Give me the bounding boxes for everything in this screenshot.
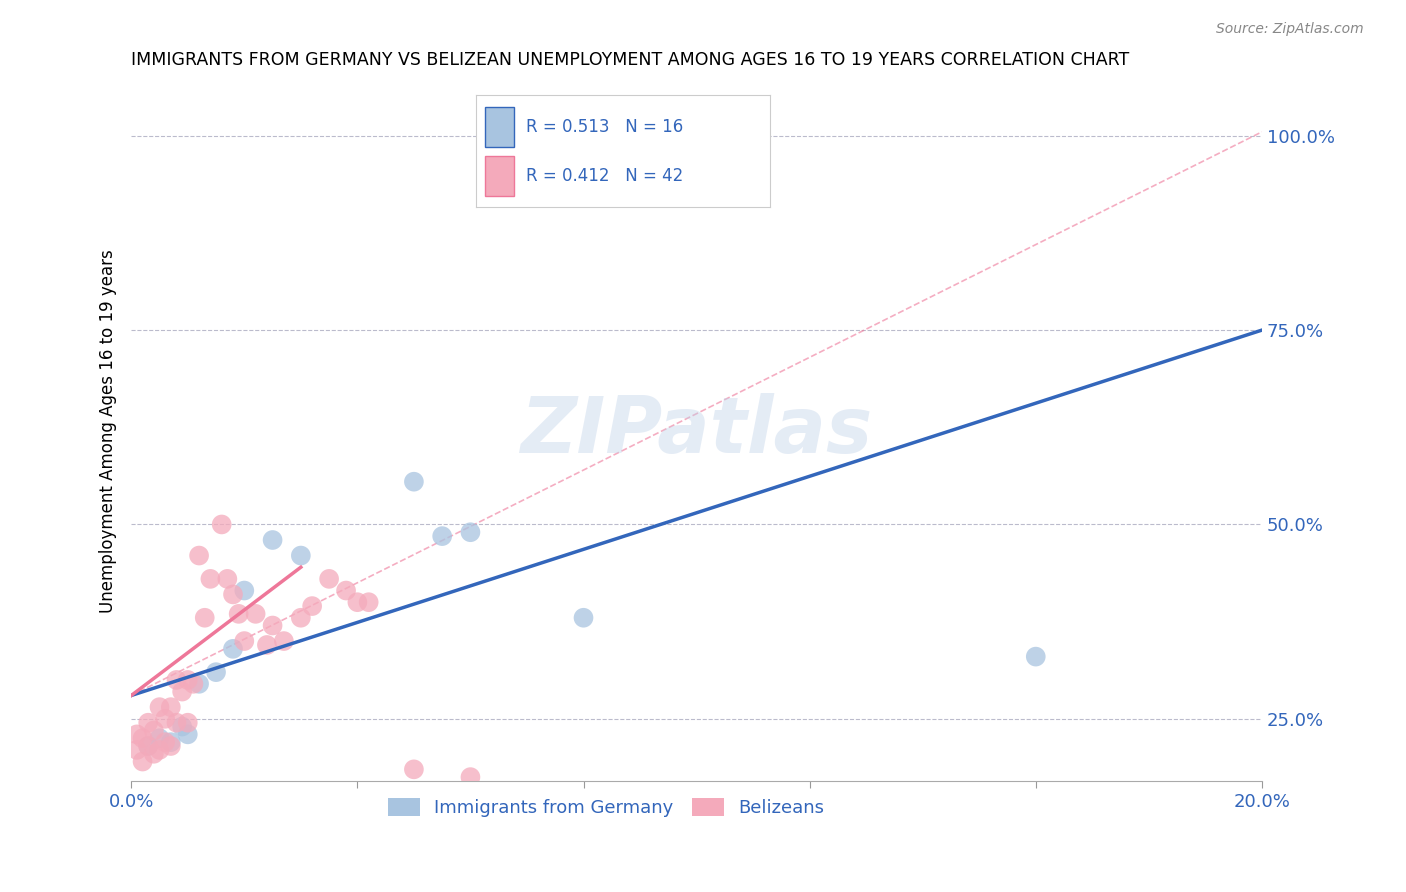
Point [148, 731, 170, 746]
Point [125, 743, 148, 757]
Point [460, 525, 482, 540]
Point [172, 720, 194, 734]
Point [855, 816, 877, 830]
Point [177, 673, 200, 687]
Point [600, 797, 623, 812]
Point [131, 755, 153, 769]
Point [159, 739, 181, 753]
Point [460, 770, 482, 784]
Point [233, 583, 256, 598]
Point [125, 727, 148, 741]
Point [177, 727, 200, 741]
Point [245, 607, 267, 621]
Point [290, 549, 312, 563]
Point [136, 715, 159, 730]
Point [188, 549, 211, 563]
Point [136, 739, 159, 753]
Text: IMMIGRANTS FROM GERMANY VS BELIZEAN UNEMPLOYMENT AMONG AGES 16 TO 19 YEARS CORRE: IMMIGRANTS FROM GERMANY VS BELIZEAN UNEM… [131, 51, 1129, 69]
Y-axis label: Unemployment Among Ages 16 to 19 years: Unemployment Among Ages 16 to 19 years [100, 249, 117, 613]
Legend: Immigrants from Germany, Belizeans: Immigrants from Germany, Belizeans [380, 790, 832, 824]
Point [233, 634, 256, 648]
Point [318, 572, 340, 586]
Point [301, 599, 323, 613]
Point [430, 529, 453, 543]
Point [172, 684, 194, 698]
Point [222, 641, 245, 656]
Point [262, 533, 284, 547]
Point [211, 517, 233, 532]
Point [131, 731, 153, 746]
Point [194, 611, 217, 625]
Point [228, 607, 250, 621]
Point [159, 735, 181, 749]
Point [256, 638, 278, 652]
Point [262, 618, 284, 632]
Point [183, 677, 205, 691]
Point [177, 715, 200, 730]
Text: Source: ZipAtlas.com: Source: ZipAtlas.com [1216, 22, 1364, 37]
Point [222, 587, 245, 601]
Point [200, 572, 222, 586]
Point [402, 762, 425, 776]
Point [153, 735, 176, 749]
Point [572, 611, 595, 625]
Point [335, 583, 357, 598]
Point [290, 611, 312, 625]
Point [273, 634, 295, 648]
Point [148, 743, 170, 757]
Point [166, 715, 188, 730]
Point [346, 595, 368, 609]
Point [142, 723, 165, 738]
Point [136, 739, 159, 753]
Point [402, 475, 425, 489]
Text: ZIPatlas: ZIPatlas [520, 393, 873, 469]
Point [188, 677, 211, 691]
Point [357, 595, 380, 609]
Point [166, 673, 188, 687]
Point [217, 572, 239, 586]
Point [153, 712, 176, 726]
Point [142, 747, 165, 761]
Point [205, 665, 228, 680]
Point [1025, 649, 1047, 664]
Point [148, 700, 170, 714]
Point [159, 700, 181, 714]
